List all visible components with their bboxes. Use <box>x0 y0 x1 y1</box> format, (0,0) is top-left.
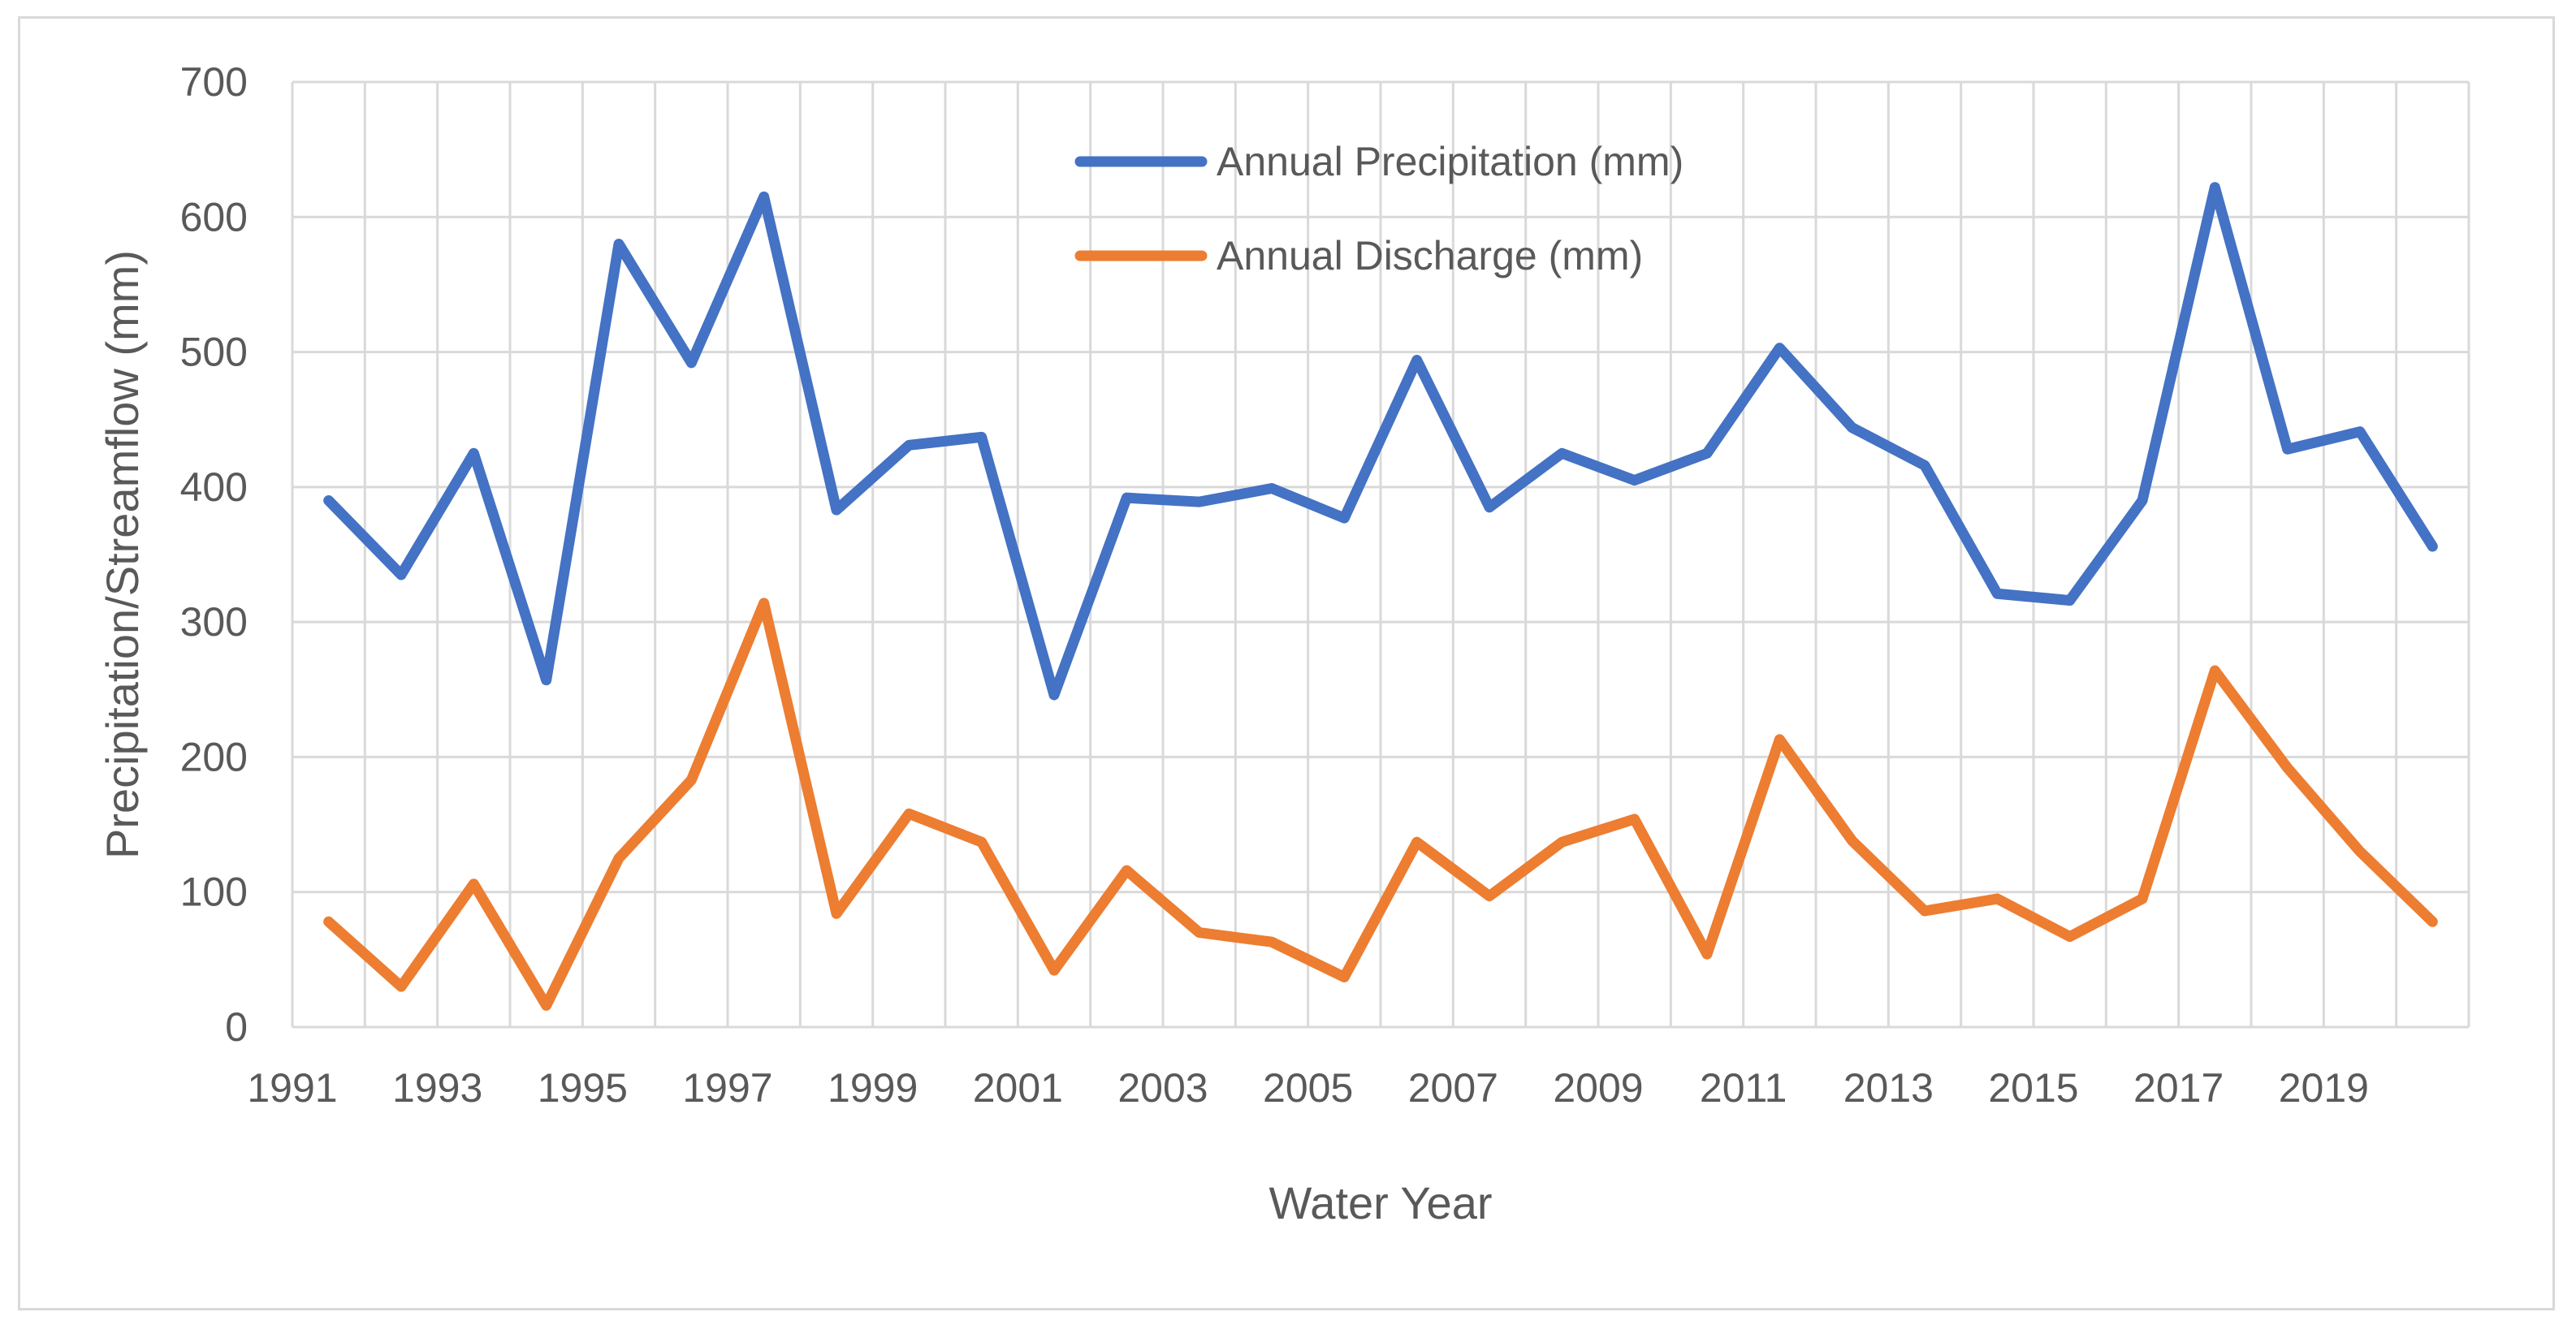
y-tick-label: 0 <box>225 1004 248 1050</box>
data-point <box>2142 898 2143 900</box>
y-tick-label: 400 <box>180 464 248 510</box>
data-point <box>1343 517 1345 519</box>
data-point <box>328 921 330 922</box>
x-tick-label: 2013 <box>1843 1065 1934 1111</box>
x-tick-label: 1999 <box>828 1065 918 1111</box>
data-point <box>400 986 402 987</box>
x-axis-title: Water Year <box>1269 1177 1493 1228</box>
data-point <box>1271 941 1273 943</box>
x-tick-label: 1993 <box>392 1065 482 1111</box>
data-point <box>1779 347 1780 349</box>
data-point <box>1126 497 1127 499</box>
data-point <box>836 913 837 914</box>
data-point <box>2287 767 2289 769</box>
y-tick-label: 700 <box>180 59 248 105</box>
x-tick-label: 2005 <box>1263 1065 1353 1111</box>
line-chart: 0 100 200 300 400 500 600 700 1991 1993 1995 1997 19… <box>97 59 2470 1228</box>
data-point <box>2287 448 2289 450</box>
x-tick-label: 2017 <box>2133 1065 2224 1111</box>
y-tick-label: 500 <box>180 330 248 375</box>
x-tick-label: 2001 <box>973 1065 1063 1111</box>
data-point <box>1996 593 1998 594</box>
data-point <box>1924 464 1926 466</box>
data-point <box>1779 739 1780 740</box>
x-tick-label: 2011 <box>1700 1065 1787 1111</box>
data-point <box>328 499 330 501</box>
data-point <box>618 857 620 859</box>
data-point <box>2069 936 2071 938</box>
legend-label-discharge: Annual Discharge (mm) <box>1217 233 1643 278</box>
data-point <box>981 436 983 438</box>
data-point <box>1053 694 1055 696</box>
data-point <box>2069 600 2071 602</box>
y-tick-label: 200 <box>180 734 248 779</box>
series-line-discharge <box>323 598 2438 1011</box>
data-point <box>981 841 983 843</box>
y-tick-label: 600 <box>180 194 248 240</box>
data-point <box>400 574 402 576</box>
chart-frame: 0 100 200 300 400 500 600 700 1991 1993 1995 1997 19… <box>18 16 2555 1310</box>
series <box>323 182 2438 1011</box>
data-point <box>2431 546 2433 547</box>
x-tick-label: 2015 <box>1988 1065 2078 1111</box>
data-point <box>1343 976 1345 978</box>
data-point <box>763 602 765 604</box>
x-tick-label: 1991 <box>247 1065 337 1111</box>
data-point <box>1634 480 1636 481</box>
legend-label-precipitation: Annual Precipitation (mm) <box>1217 139 1683 184</box>
y-tick-label: 100 <box>180 870 248 915</box>
data-point <box>1271 488 1273 490</box>
x-tick-label: 2009 <box>1553 1065 1643 1111</box>
x-tick-label: 2003 <box>1117 1065 1208 1111</box>
data-point <box>2142 499 2143 501</box>
data-point <box>1924 910 1926 912</box>
x-tick-label: 1997 <box>682 1065 772 1111</box>
data-point <box>1996 898 1998 900</box>
data-point <box>2359 851 2361 852</box>
data-point <box>1706 452 1708 454</box>
x-tick-label: 2019 <box>2279 1065 2369 1111</box>
data-point <box>546 1004 547 1006</box>
data-point <box>473 452 474 454</box>
data-point <box>690 779 692 781</box>
y-tick-label: 300 <box>180 599 248 645</box>
data-point <box>690 362 692 364</box>
y-axis-title: Precipitation/Streamflow (mm) <box>97 250 148 859</box>
data-point <box>1053 969 1055 971</box>
data-point <box>1416 841 1418 843</box>
series-line-precipitation <box>323 182 2438 701</box>
x-tick-label: 1995 <box>538 1065 628 1111</box>
data-point <box>2431 921 2433 922</box>
x-tick-label: 2007 <box>1408 1065 1498 1111</box>
tick-labels: 0 100 200 300 400 500 600 700 1991 1993 1995 1997 19… <box>180 59 2369 1111</box>
data-point <box>763 196 765 197</box>
data-point <box>1706 953 1708 955</box>
data-point <box>2359 431 2361 433</box>
data-point <box>473 883 474 885</box>
data-point <box>1126 870 1127 871</box>
data-point <box>836 509 837 511</box>
data-point <box>1634 818 1636 820</box>
data-point <box>908 444 910 446</box>
legend: Annual Precipitation (mm) Annual Dischar… <box>1074 139 1683 278</box>
